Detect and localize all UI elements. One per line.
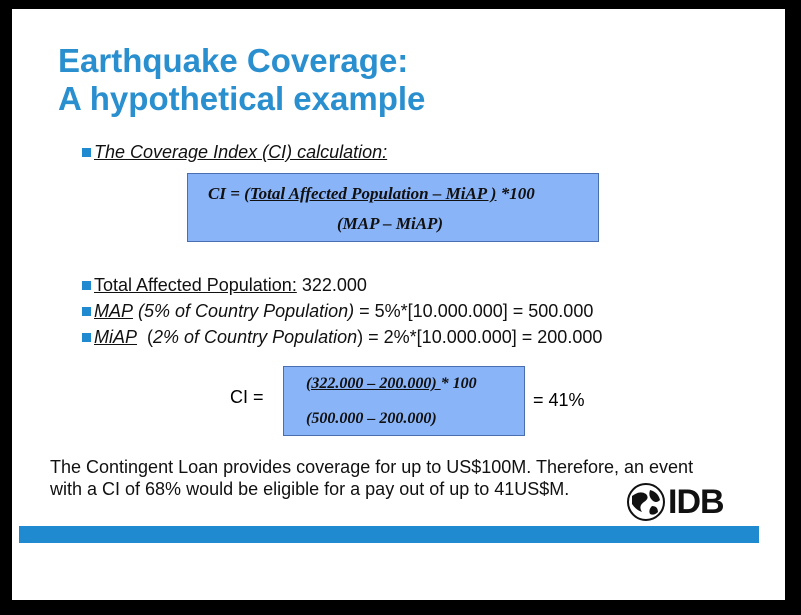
bullet-map: MAP (5% of Country Population) = 5%*[10.… bbox=[82, 301, 593, 322]
map-desc: (5% of Country Population) bbox=[133, 301, 355, 321]
bullet-square-icon bbox=[82, 333, 91, 342]
bullet-square-icon bbox=[82, 281, 91, 290]
map-value: = 5%*[10.000.000] = 500.000 bbox=[354, 301, 594, 321]
logo-text: IDB bbox=[668, 482, 725, 521]
conclusion-line-2: with a CI of 68% would be eligible for a… bbox=[50, 479, 570, 499]
miap-desc: 2% of Country Population bbox=[153, 327, 358, 347]
title-line-1: Earthquake Coverage: bbox=[58, 42, 409, 79]
bullet-square-icon bbox=[82, 307, 91, 316]
bullet-miap: MiAP ( 2% of Country Population ) = 2%*[… bbox=[82, 327, 602, 348]
map-label: MAP bbox=[94, 301, 134, 321]
idb-logo: IDB bbox=[626, 480, 734, 524]
ci-result: = 41% bbox=[533, 390, 585, 410]
bullet-square-icon bbox=[82, 148, 91, 157]
section-heading-text: The Coverage Index (CI) calculation: bbox=[94, 142, 388, 162]
ci-calculation-box: (322.000 – 200.000) * 100 (500.000 – 200… bbox=[283, 366, 525, 436]
conclusion-line-1: The Contingent Loan provides coverage fo… bbox=[50, 457, 694, 477]
footer-stripe bbox=[19, 526, 759, 543]
conclusion-text: The Contingent Loan provides coverage fo… bbox=[50, 456, 750, 500]
formula-denominator: (MAP – MiAP) bbox=[337, 214, 444, 233]
section-heading: The Coverage Index (CI) calculation: bbox=[82, 142, 387, 163]
ci-formula-box: CI = (Total Affected Population – MiAP )… bbox=[187, 173, 599, 242]
bullet-total-affected: Total Affected Population: 322.000 bbox=[82, 275, 367, 296]
calc-denominator: (500.000 – 200.000) bbox=[306, 410, 437, 427]
globe-icon bbox=[627, 483, 665, 521]
tap-label: Total Affected Population: bbox=[94, 275, 297, 295]
formula-numerator: CI = (Total Affected Population – MiAP )… bbox=[208, 184, 535, 203]
calc-numerator: (322.000 – 200.000) * 100 bbox=[306, 375, 477, 392]
title-line-2: A hypothetical example bbox=[58, 80, 426, 117]
slide-title: Earthquake Coverage: A hypothetical exam… bbox=[58, 42, 425, 118]
ci-label: CI = bbox=[230, 387, 264, 407]
miap-label: MiAP bbox=[94, 327, 138, 347]
tap-value: 322.000 bbox=[296, 275, 367, 295]
miap-value: ) = 2%*[10.000.000] = 200.000 bbox=[357, 327, 603, 347]
